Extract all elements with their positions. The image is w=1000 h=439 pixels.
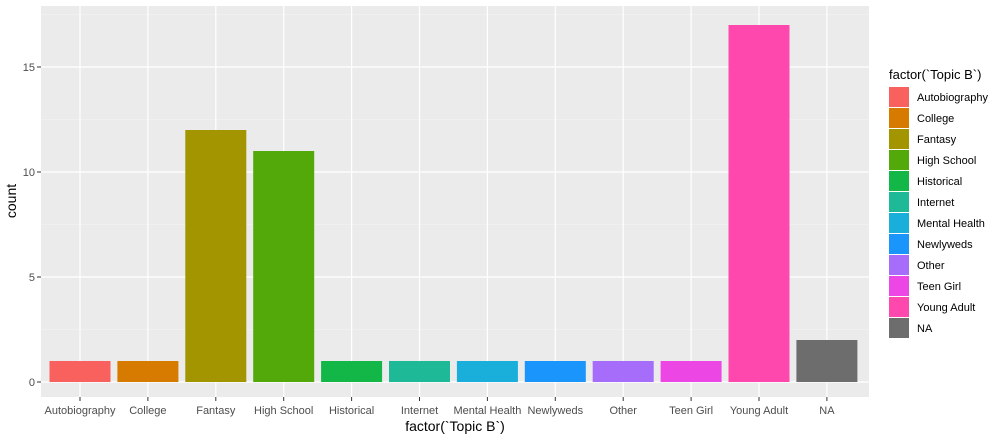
bar-young-adult — [728, 25, 790, 382]
legend-label: Fantasy — [917, 134, 957, 146]
legend-title: factor(`Topic B`) — [889, 67, 981, 82]
legend-key — [889, 213, 909, 233]
legend: factor(`Topic B`) Autobiography College Fa… — [889, 67, 988, 338]
bar-fantasy — [185, 130, 247, 382]
legend-key — [889, 276, 909, 296]
legend-key — [889, 108, 909, 128]
legend-label: High School — [917, 155, 976, 167]
legend-key — [889, 318, 909, 338]
legend-label: Other — [917, 260, 945, 272]
legend-key — [889, 255, 909, 275]
bar-other — [592, 361, 654, 382]
x-tick-label: High School — [254, 405, 313, 417]
legend-items: Autobiography College Fantasy High School Hi… — [889, 87, 988, 338]
legend-key — [889, 234, 909, 254]
x-axis-title: factor(`Topic B`) — [405, 418, 505, 434]
bar-newlyweds — [524, 361, 586, 382]
x-tick-label: Historical — [329, 405, 374, 417]
bar-high-school — [253, 151, 315, 382]
y-tick-label: 5 — [29, 272, 35, 284]
bar-na — [796, 340, 858, 382]
bar-teen-girl — [660, 361, 722, 382]
legend-label: Internet — [917, 197, 954, 209]
bar-internet — [389, 361, 450, 382]
legend-label: Young Adult — [917, 302, 975, 314]
legend-label: Teen Girl — [917, 281, 961, 293]
x-tick-label: NA — [819, 405, 835, 417]
legend-key — [889, 129, 909, 149]
x-tick-label: Fantasy — [196, 405, 236, 417]
y-axis: 0 5 10 15 — [23, 62, 41, 389]
x-tick-label: Young Adult — [730, 405, 788, 417]
y-tick-label: 15 — [23, 62, 35, 74]
y-axis-title: count — [3, 184, 19, 218]
bar-historical — [321, 361, 383, 382]
x-tick-label: Newlyweds — [527, 405, 583, 417]
x-tick-label: Teen Girl — [669, 405, 713, 417]
legend-label: Newlyweds — [917, 239, 973, 251]
bar-college — [117, 361, 179, 382]
bar-autobiography — [49, 361, 111, 382]
y-tick-label: 0 — [29, 377, 35, 389]
legend-key — [889, 150, 909, 170]
legend-label: Historical — [917, 176, 962, 188]
legend-key — [889, 192, 909, 212]
x-axis: Autobiography College Fantasy High School Hi… — [45, 397, 835, 417]
x-tick-label: Mental Health — [453, 405, 521, 417]
legend-key — [889, 171, 909, 191]
x-tick-label: College — [129, 405, 166, 417]
x-tick-label: Internet — [401, 405, 438, 417]
legend-label: Mental Health — [917, 218, 985, 230]
legend-key — [889, 87, 909, 107]
legend-label: NA — [917, 323, 933, 335]
x-tick-label: Autobiography — [45, 405, 116, 417]
bars-group — [49, 25, 858, 382]
legend-label: College — [917, 113, 954, 125]
legend-key — [889, 297, 909, 317]
legend-label: Autobiography — [917, 92, 988, 104]
bar-mental-health — [456, 361, 518, 382]
y-tick-label: 10 — [23, 167, 35, 179]
x-tick-label: Other — [609, 405, 637, 417]
